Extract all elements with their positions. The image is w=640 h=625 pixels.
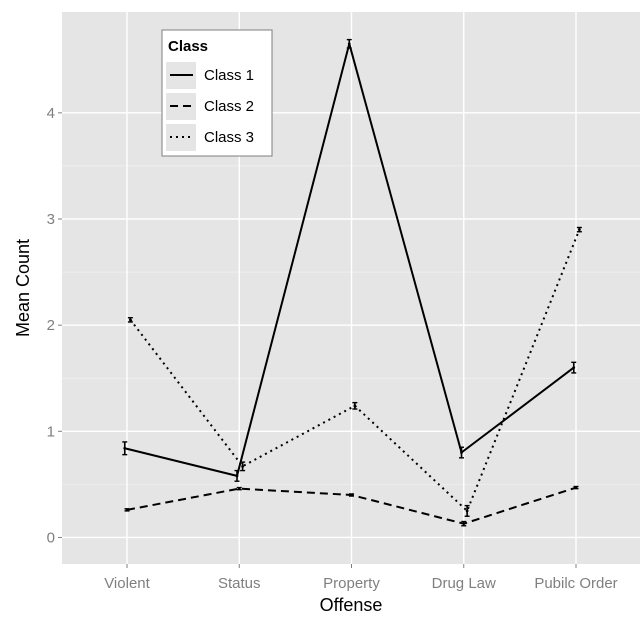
x-tick-label: Status [218,575,261,592]
series-class-3 [127,226,582,517]
data-point [353,404,357,408]
data-point [350,493,353,497]
x-axis: Violent Status Property Drug Law Pubilc Orde… [104,564,618,592]
x-tick-label: Pubilc Order [534,575,617,592]
data-point [128,318,132,322]
data-point [574,486,578,489]
data-point [347,42,351,46]
legend: Class Class 1 Class 2 Class 3 [161,29,273,157]
x-tick-label: Property [323,575,380,592]
gridlines [62,12,640,564]
legend-label: Class 2 [204,98,254,115]
data-point [241,464,245,468]
y-tick-label: 3 [47,211,55,228]
data-point [123,446,127,450]
x-tick-label: Violent [104,575,150,592]
y-axis: 0 1 2 3 4 [47,105,62,546]
data-point [237,487,241,491]
y-tick-label: 0 [47,529,55,546]
data-point [462,522,466,526]
legend-title: Class [168,38,208,55]
y-tick-label: 4 [47,105,55,122]
y-tick-label: 2 [47,317,55,334]
y-axis-title: Mean Count [13,239,33,337]
series-class-2 [124,485,579,527]
data-point [235,474,239,478]
data-point [460,451,463,454]
x-axis-title: Offense [320,595,383,615]
series-class-1 [122,38,577,482]
data-point [125,508,129,512]
series-lines [122,38,582,527]
data-point [572,366,576,370]
x-tick-label: Drug Law [432,575,496,592]
legend-label: Class 1 [204,67,254,84]
legend-label: Class 3 [204,129,254,146]
y-tick-label: 1 [47,423,55,440]
data-point [577,228,581,232]
data-point [465,509,469,513]
